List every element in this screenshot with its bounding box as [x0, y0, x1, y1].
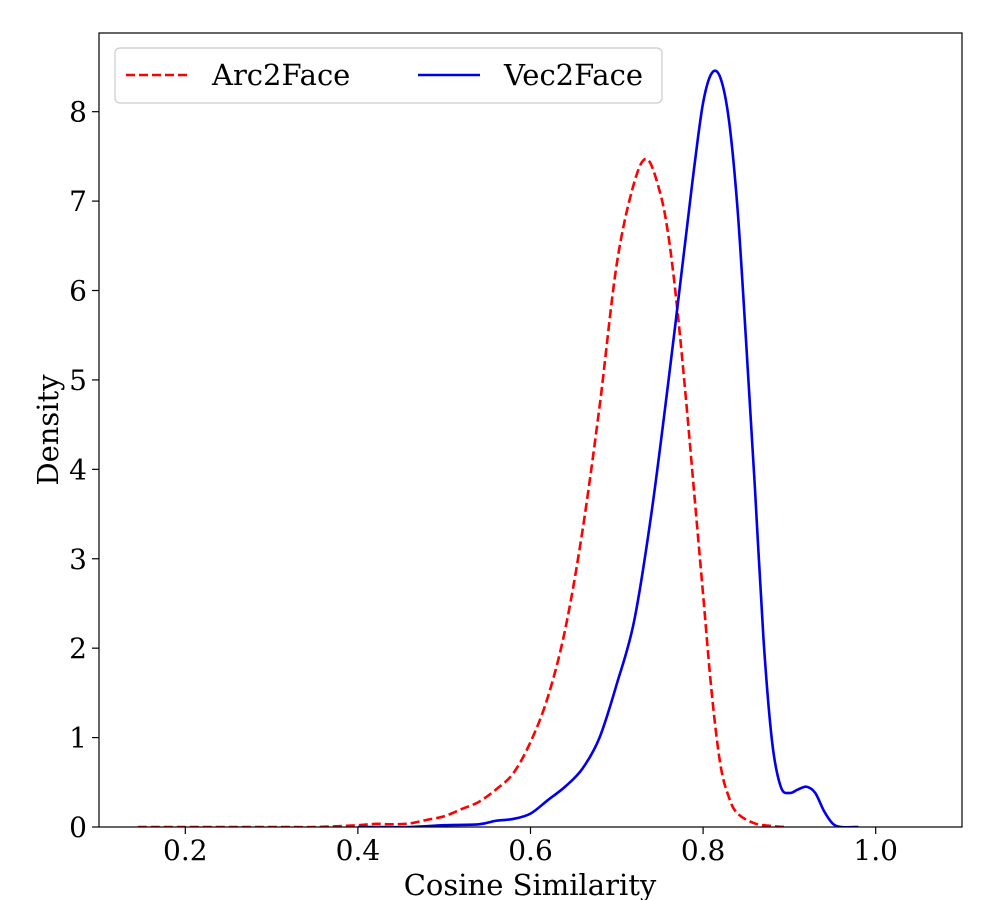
y-tick-label: 8 — [69, 96, 87, 129]
y-tick-label: 1 — [69, 722, 87, 755]
x-axis-label: Cosine Similarity — [404, 868, 657, 900]
legend: Arc2Face Vec2Face — [114, 47, 663, 104]
series-line-vec2face — [357, 69, 859, 827]
x-tick-label: 0.8 — [681, 834, 726, 867]
y-tick-label: 3 — [69, 543, 87, 576]
legend-label-vec2face: Vec2Face — [503, 58, 643, 92]
y-tick-label: 6 — [69, 275, 87, 308]
legend-frame — [114, 47, 663, 104]
x-tick-label: 0.6 — [508, 834, 553, 867]
y-tick-label: 7 — [69, 185, 87, 218]
plot-area — [137, 69, 859, 827]
y-tick-label: 4 — [69, 453, 87, 486]
x-tick-label: 0.4 — [336, 834, 381, 867]
y-tick-label: 2 — [69, 632, 87, 665]
x-tick-label: 1.0 — [853, 834, 898, 867]
y-tick-label: 0 — [69, 811, 87, 844]
legend-label-arc2face: Arc2Face — [211, 58, 350, 92]
y-tick-label: 5 — [69, 364, 87, 397]
axes-frame — [98, 32, 963, 828]
axes: 0.2 0.4 0.6 0.8 1.0 0 1 2 3 4 5 6 7 8 — [69, 32, 963, 867]
series-line-arc2face — [137, 157, 786, 827]
x-tick-label: 0.2 — [163, 834, 208, 867]
y-axis-label: Density — [31, 374, 65, 486]
